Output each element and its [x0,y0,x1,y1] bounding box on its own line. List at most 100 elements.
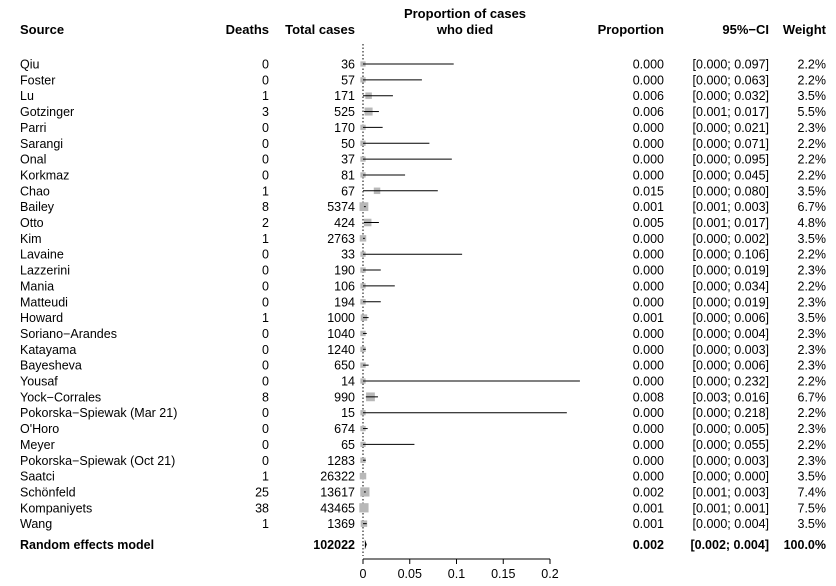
study-ci: [0.000; 0.080] [693,184,769,198]
study-source: Bayesheva [20,359,82,373]
study-total-cases: 650 [334,359,355,373]
study-deaths: 0 [262,422,269,436]
study-deaths: 0 [262,58,269,72]
study-deaths: 0 [262,248,269,262]
study-proportion: 0.000 [633,470,664,484]
study-proportion: 0.000 [633,375,664,389]
study-source: Howard [20,311,63,325]
study-deaths: 0 [262,454,269,468]
study-weight: 2.2% [798,58,827,72]
header-deaths: Deaths [226,22,269,37]
study-ci: [0.001; 0.001] [693,501,769,515]
study-ci: [0.001; 0.017] [693,105,769,119]
study-proportion: 0.006 [633,89,664,103]
study-source: Gotzinger [20,105,74,119]
study-source: Lavaine [20,248,64,262]
study-weight: 2.2% [798,137,827,151]
study-proportion: 0.000 [633,168,664,182]
study-total-cases: 43465 [320,501,355,515]
header-plot-line1: Proportion of cases [404,6,526,21]
study-source: Kim [20,232,42,246]
study-proportion: 0.000 [633,232,664,246]
study-ci: [0.000; 0.232] [693,375,769,389]
study-deaths: 0 [262,438,269,452]
study-proportion: 0.000 [633,406,664,420]
summary-source: Random effects model [20,538,154,552]
study-source: Kompaniyets [20,501,92,515]
study-weight: 3.5% [798,184,827,198]
study-deaths: 0 [262,406,269,420]
study-total-cases: 1369 [327,517,355,531]
study-total-cases: 106 [334,279,355,293]
study-total-cases: 14 [341,375,355,389]
study-deaths: 0 [262,327,269,341]
x-axis: 0 0.05 0.1 0.15 0.2 [360,558,559,581]
summary-total: 102022 [313,538,355,552]
study-weight: 3.5% [798,311,827,325]
summary-proportion: 0.002 [633,538,664,552]
study-total-cases: 170 [334,121,355,135]
study-ci: [0.000; 0.071] [693,137,769,151]
study-ci: [0.000; 0.000] [693,470,769,484]
study-source: Meyer [20,438,55,452]
study-total-cases: 1240 [327,343,355,357]
study-ci: [0.000; 0.005] [693,422,769,436]
study-total-cases: 67 [341,184,355,198]
study-source: Wang [20,517,52,531]
study-total-cases: 990 [334,390,355,404]
study-weight: 2.2% [798,248,827,262]
study-deaths: 1 [262,470,269,484]
study-deaths: 0 [262,73,269,87]
study-proportion: 0.000 [633,248,664,262]
study-source: Soriano−Arandes [20,327,117,341]
study-proportion: 0.000 [633,58,664,72]
study-ci: [0.000; 0.002] [693,232,769,246]
study-source: Pokorska−Spiewak (Mar 21) [20,406,177,420]
study-ci: [0.000; 0.063] [693,73,769,87]
study-source: Otto [20,216,44,230]
study-proportion: 0.000 [633,438,664,452]
study-ci: [0.000; 0.004] [693,327,769,341]
study-source: Yousaf [20,375,58,389]
study-deaths: 0 [262,359,269,373]
study-ci: [0.000; 0.055] [693,438,769,452]
study-source: Lazzerini [20,264,70,278]
study-proportion: 0.006 [633,105,664,119]
study-weight: 4.8% [798,216,827,230]
study-ci: [0.000; 0.097] [693,58,769,72]
study-total-cases: 65 [341,438,355,452]
study-ci: [0.000; 0.218] [693,406,769,420]
study-weight: 2.3% [798,454,827,468]
header-total-cases: Total cases [285,22,355,37]
study-proportion: 0.000 [633,295,664,309]
study-source: Mania [20,279,54,293]
study-proportion: 0.000 [633,359,664,373]
pooled-diamond [364,539,367,550]
study-total-cases: 190 [334,264,355,278]
study-proportion: 0.015 [633,184,664,198]
study-proportion: 0.000 [633,343,664,357]
study-weight: 2.3% [798,359,827,373]
study-ci: [0.000; 0.019] [693,264,769,278]
study-total-cases: 81 [341,168,355,182]
study-rows: Qiu 0 36 0.000 [0.000; 0.097] 2.2% Foster 0 57 0.… [20,58,826,532]
study-total-cases: 50 [341,137,355,151]
study-weight: 3.5% [798,517,827,531]
study-deaths: 25 [255,485,269,499]
study-total-cases: 424 [334,216,355,230]
study-source: Qiu [20,58,40,72]
study-deaths: 1 [262,311,269,325]
study-proportion: 0.000 [633,327,664,341]
study-proportion: 0.000 [633,137,664,151]
study-weight: 2.2% [798,438,827,452]
x-tick-label: 0.2 [541,567,558,581]
study-weight: 7.5% [798,501,827,515]
study-total-cases: 1040 [327,327,355,341]
study-deaths: 0 [262,121,269,135]
study-deaths: 8 [262,390,269,404]
study-total-cases: 5374 [327,200,355,214]
study-total-cases: 674 [334,422,355,436]
study-deaths: 38 [255,501,269,515]
study-deaths: 0 [262,375,269,389]
study-weight: 2.3% [798,327,827,341]
